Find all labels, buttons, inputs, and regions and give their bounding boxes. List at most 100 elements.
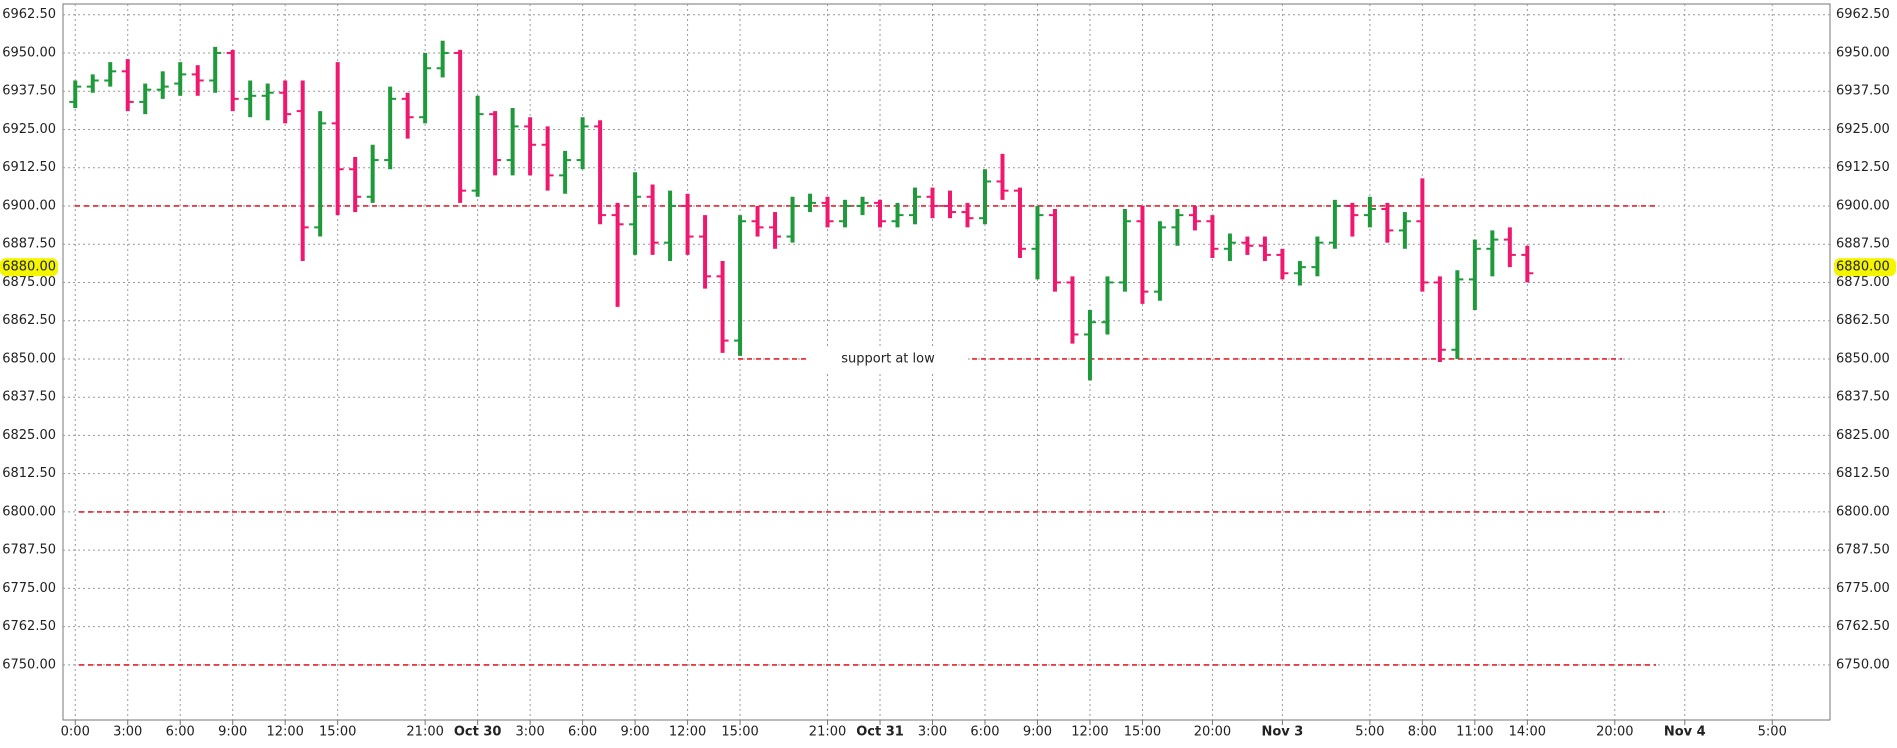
y-tick-label: 6850.00 — [2, 351, 56, 366]
y-tick-label-right: 6937.50 — [1836, 84, 1890, 99]
ohlc-bar — [716, 261, 729, 353]
ohlc-bar — [471, 95, 484, 197]
y-tick-label-right: 6787.50 — [1836, 543, 1890, 558]
ohlc-bar — [1276, 248, 1289, 280]
x-tick-label: 12:00 — [669, 725, 706, 740]
ohlc-bar — [926, 187, 939, 219]
ohlc-bar — [1241, 236, 1254, 255]
ohlc-bar — [1486, 230, 1499, 277]
x-tick-label: 20:00 — [1596, 725, 1633, 740]
annotation-bg — [808, 346, 968, 371]
x-tick-label: 6:00 — [568, 725, 597, 740]
ohlc-bar — [559, 150, 572, 194]
x-tick-label: 20:00 — [1194, 725, 1231, 740]
ohlc-bar — [541, 126, 554, 191]
y-tick-label: 6750.00 — [2, 657, 56, 672]
ohlc-bar — [996, 153, 1009, 200]
ohlc-bar — [1468, 239, 1481, 310]
ohlc-bar — [1433, 276, 1446, 362]
ohlc-bar — [489, 111, 502, 176]
ohlc-bar — [174, 62, 187, 96]
ohlc-bar — [909, 187, 922, 225]
y-tick-label: 6837.50 — [2, 390, 56, 405]
ohlc-bar — [1381, 202, 1394, 243]
ohlc-bar — [1258, 236, 1271, 262]
x-tick-label: 3:00 — [918, 725, 947, 740]
ohlc-bar — [191, 65, 204, 96]
x-tick-label: 11:00 — [1456, 725, 1493, 740]
y-tick-label: 6875.00 — [2, 275, 56, 290]
y-tick-label: 6800.00 — [2, 504, 56, 519]
ohlc-bar — [769, 212, 782, 249]
x-tick-label: 5:00 — [1355, 725, 1384, 740]
y-tick-label: 6762.50 — [2, 619, 56, 634]
ohlc-bar — [1311, 236, 1324, 277]
y-tick-label: 6787.50 — [2, 543, 56, 558]
x-tick-label: 12:00 — [1071, 725, 1108, 740]
ohlc-bar — [419, 52, 432, 124]
ohlc-bar — [1293, 261, 1306, 286]
x-tick-label: 21:00 — [406, 725, 443, 740]
ohlc-bar — [261, 83, 274, 121]
plot-frame — [62, 3, 1831, 721]
y-tick-label-right: 6862.50 — [1836, 313, 1890, 328]
x-tick-label: 9:00 — [1023, 725, 1052, 740]
ohlc-bar — [874, 199, 887, 228]
ohlc-bar — [751, 205, 764, 237]
ohlc-bar — [943, 190, 956, 219]
y-tick-label: 6950.00 — [2, 45, 56, 60]
ohlc-bar — [296, 80, 309, 262]
y-tick-label-right: 6925.00 — [1836, 122, 1890, 137]
x-tick-label: 6:00 — [166, 725, 195, 740]
ohlc-bar — [681, 193, 694, 255]
ohlc-bar — [454, 49, 467, 203]
ohlc-bar — [1136, 205, 1149, 304]
y-tick-label-right: 6812.50 — [1836, 466, 1890, 481]
y-tick-label-right: 6850.00 — [1836, 351, 1890, 366]
y-tick-label-right: 6775.00 — [1836, 581, 1890, 596]
ohlc-bar — [1101, 276, 1114, 335]
ohlc-bar — [646, 184, 659, 255]
x-tick-label: Oct 31 — [856, 725, 904, 740]
ohlc-bar — [804, 193, 817, 213]
x-tick-label: Nov 3 — [1261, 725, 1303, 740]
ohlc-bar — [1013, 187, 1026, 258]
ohlc-bar — [699, 215, 712, 289]
ohlc-bar — [436, 40, 449, 78]
x-tick-label: 15:00 — [721, 725, 758, 740]
y-tick-label: 6937.50 — [2, 84, 56, 99]
y-tick-label-right: 6887.50 — [1836, 237, 1890, 252]
ohlc-bar — [1328, 199, 1341, 249]
y-tick-label: 6925.00 — [2, 122, 56, 137]
ohlc-bar — [1451, 270, 1464, 359]
ohlc-bar — [1153, 221, 1166, 301]
y-tick-label-right: 6950.00 — [1836, 45, 1890, 60]
y-tick-label: 6862.50 — [2, 313, 56, 328]
current-price-marker — [0, 258, 58, 277]
ohlc-bar — [629, 172, 642, 255]
y-tick-label-right: 6912.50 — [1836, 160, 1890, 175]
ohlc-bar — [594, 120, 607, 225]
y-tick-label-right: 6837.50 — [1836, 390, 1890, 405]
x-tick-label: 21:00 — [809, 725, 846, 740]
ohlc-bar — [856, 196, 869, 216]
ohlc-bar — [1521, 245, 1534, 283]
y-tick-label-right: 6825.00 — [1836, 428, 1890, 443]
x-tick-label: Nov 4 — [1664, 725, 1706, 740]
ohlc-bar — [1363, 196, 1376, 228]
ohlc-bar — [524, 117, 537, 176]
y-tick-label-right: 6800.00 — [1836, 504, 1890, 519]
ohlc-bar — [156, 71, 169, 99]
ohlc-bar — [226, 49, 239, 112]
ohlc-bar — [1206, 215, 1219, 258]
ohlc-bar — [576, 117, 589, 170]
y-tick-label-right: 6875.00 — [1836, 275, 1890, 290]
x-tick-label: 12:00 — [266, 725, 303, 740]
x-tick-label: 0:00 — [61, 725, 90, 740]
y-tick-label-right: 6762.50 — [1836, 619, 1890, 634]
y-tick-label-right: 6962.50 — [1836, 7, 1890, 22]
ohlc-bar — [1048, 209, 1061, 292]
x-tick-label: Oct 30 — [454, 725, 502, 740]
ohlc-bar — [69, 80, 82, 109]
